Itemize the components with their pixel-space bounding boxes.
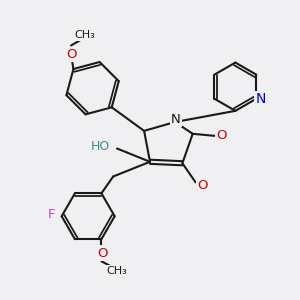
Text: O: O (197, 179, 207, 192)
Text: N: N (171, 112, 181, 126)
Text: N: N (256, 92, 266, 106)
Text: O: O (216, 129, 226, 142)
Text: F: F (48, 208, 55, 221)
Text: CH₃: CH₃ (74, 30, 95, 40)
Text: HO: HO (91, 140, 110, 153)
Text: O: O (97, 247, 107, 260)
Text: CH₃: CH₃ (106, 266, 128, 276)
Text: O: O (66, 48, 76, 61)
